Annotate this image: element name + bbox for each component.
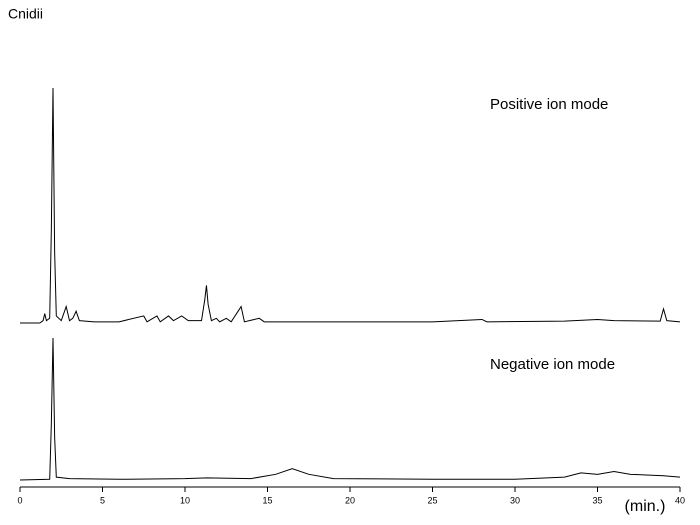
x-tick-label: 30 [510, 495, 520, 505]
x-axis-label: (min.) [625, 498, 666, 515]
annotation: Positive ion mode [490, 96, 608, 113]
x-tick-label: 35 [592, 495, 602, 505]
x-tick-label: 40 [675, 495, 685, 505]
x-tick-label: 20 [345, 495, 355, 505]
x-tick-label: 0 [17, 495, 22, 505]
trace [19, 337, 681, 481]
x-tick-label: 5 [100, 495, 105, 505]
chart-title: Cnidii [8, 6, 43, 22]
annotation: Negative ion mode [490, 356, 615, 373]
x-tick-label: 25 [427, 495, 437, 505]
x-tick-label: 15 [262, 495, 272, 505]
x-tick-label: 10 [180, 495, 190, 505]
trace [20, 87, 681, 324]
